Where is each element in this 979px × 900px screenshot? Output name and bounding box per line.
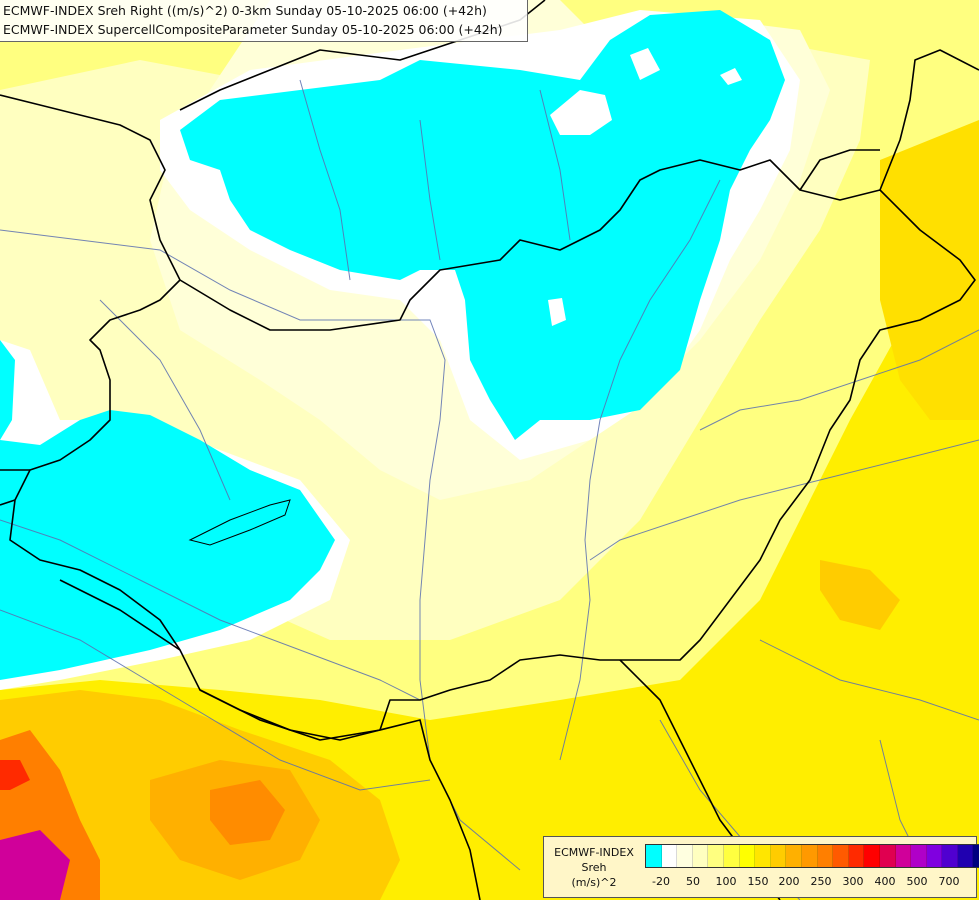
white-hole-3 [548,298,566,326]
river-north-2 [419,119,441,261]
legend-swatch [801,845,818,867]
river-east [759,639,979,721]
white-hole-1 [630,48,660,80]
border-croatia-bosnia [59,579,481,900]
legend-tick-label: -20 [652,875,670,888]
river-west-1 [99,299,231,501]
legend-swatch [911,845,927,867]
river-north-3 [539,89,571,241]
legend-swatch [926,845,943,867]
legend-title: ECMWF-INDEX Sreh (m/s)^2 [546,845,642,890]
legend-title-param: Sreh [581,861,607,874]
legend-tick-label: 500 [906,875,928,888]
legend-tick-label: 100 [715,875,737,888]
legend-swatch [739,845,756,867]
legend-swatch [723,845,740,867]
river-mures [589,439,979,561]
legend-swatch [973,845,979,867]
legend-swatch [646,845,662,867]
legend-swatch [692,845,709,867]
red-core-sw [0,760,30,790]
legend-swatch [957,845,974,867]
legend-tick-label: 300 [842,875,864,888]
rivers [0,79,979,900]
legend-swatch [755,845,771,867]
river-danube [0,229,521,871]
legend-tick-label: 50 [686,875,700,888]
border-slovakia-czech [0,94,181,281]
legend-swatch [770,845,787,867]
gold-zone-east [880,120,979,420]
legend-tick-label: 400 [874,875,896,888]
legend-swatch [677,845,693,867]
legend-swatch [942,845,958,867]
orange-zone-se [820,560,900,630]
border-austria-slovenia [0,469,30,506]
white-hole-4 [550,90,612,135]
legend-title-model: ECMWF-INDEX [554,846,634,859]
river-tisza [559,179,721,761]
legend-tick-label: 700 [938,875,960,888]
legend-swatch [817,845,834,867]
legend-swatches [645,844,979,868]
white-hole-2 [720,68,742,85]
lake-balaton [188,499,291,546]
cyan-west [0,340,335,680]
legend-swatch [848,845,865,867]
legend-swatch [786,845,802,867]
border-ukraine-romania [879,49,979,191]
legend-tick-label: 150 [747,875,769,888]
river-sava [0,609,431,791]
color-legend: ECMWF-INDEX Sreh (m/s)^2 -20 50 100 150 200 2… [543,836,979,898]
legend-swatch [708,845,724,867]
title-line-2: ECMWF-INDEX SupercellCompositeParameter … [3,22,503,37]
river-somes [699,329,979,431]
legend-title-unit: (m/s)^2 [571,876,617,889]
magenta-core-sw [0,830,70,900]
legend-swatch [833,845,849,867]
legend-tick-label: 200 [778,875,800,888]
river-drava [0,519,421,701]
legend-swatch [879,845,896,867]
legend-swatch [895,845,912,867]
map-title-box: ECMWF-INDEX Sreh Right ((m/s)^2) 0-3km S… [0,0,528,42]
legend-tick-label: 250 [810,875,832,888]
orange-core [210,780,285,845]
legend-swatch [661,845,678,867]
title-line-1: ECMWF-INDEX Sreh Right ((m/s)^2) 0-3km S… [3,3,487,18]
river-north-1 [299,79,351,281]
border-north-east [799,149,880,191]
legend-swatch [864,845,880,867]
